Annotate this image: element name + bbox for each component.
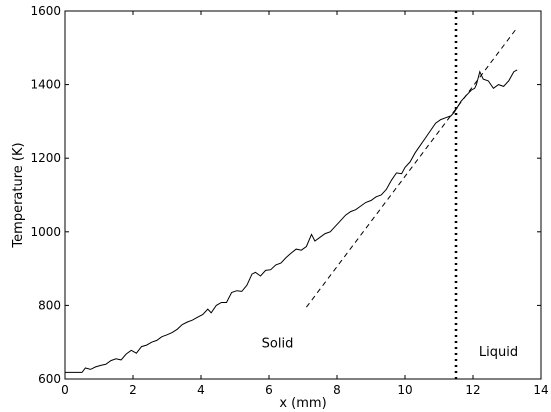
x-axis-label: x (mm) bbox=[279, 396, 326, 411]
y-tick-label-1400: 1400 bbox=[30, 78, 61, 92]
series-line-dashed bbox=[306, 27, 518, 308]
x-tick-label-10: 10 bbox=[397, 383, 412, 397]
x-tick-label-6: 6 bbox=[265, 383, 273, 397]
series-line-temperature bbox=[65, 69, 518, 373]
plot-frame bbox=[64, 10, 542, 380]
x-tick-label-4: 4 bbox=[197, 383, 205, 397]
x-tick-label-14: 14 bbox=[533, 383, 548, 397]
x-tick-label-8: 8 bbox=[333, 383, 341, 397]
y-tick-label-1000: 1000 bbox=[30, 225, 61, 239]
x-tick-label-0: 0 bbox=[61, 383, 69, 397]
axis-ticks: 0 2 4 6 8 10 12 14 600 800 1000 1200 1400 1600 bbox=[30, 4, 548, 397]
y-tick-label-1600: 1600 bbox=[30, 4, 61, 18]
annotation-liquid: Liquid bbox=[479, 345, 518, 360]
y-tick-label-800: 800 bbox=[38, 298, 61, 312]
annotation-solid: Solid bbox=[262, 337, 294, 352]
x-tick-label-2: 2 bbox=[129, 383, 137, 397]
y-axis-label: Temperature (K) bbox=[11, 142, 26, 248]
y-tick-label-600: 600 bbox=[38, 372, 61, 386]
x-tick-label-12: 12 bbox=[465, 383, 480, 397]
y-tick-label-1200: 1200 bbox=[30, 151, 61, 165]
plot-area bbox=[65, 11, 518, 379]
